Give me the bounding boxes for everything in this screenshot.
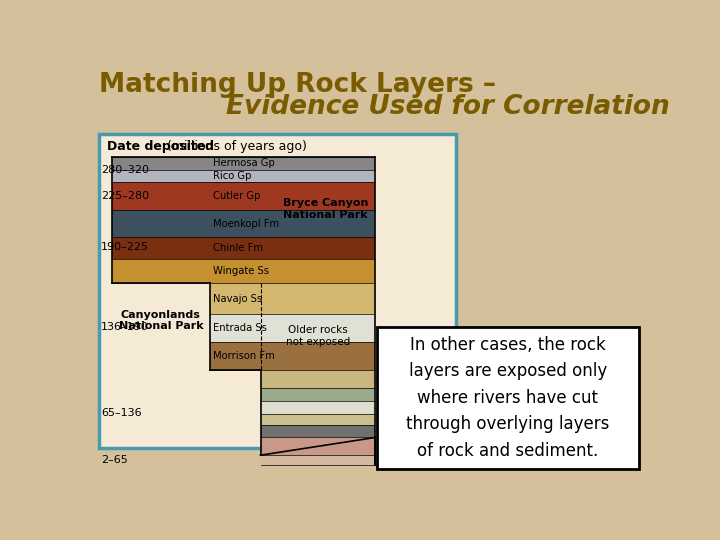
Bar <box>112 237 375 259</box>
Text: 136–190: 136–190 <box>101 322 148 332</box>
Text: (millions of years ago): (millions of years ago) <box>163 140 307 153</box>
Bar <box>112 157 375 170</box>
Bar <box>377 327 639 469</box>
Text: Straight Cliffs Ss: Straight Cliffs Ss <box>380 414 463 424</box>
Text: Date deposited: Date deposited <box>107 140 214 153</box>
Text: Navajo Ss: Navajo Ss <box>380 426 429 436</box>
Text: Rico Gp: Rico Gp <box>213 171 251 181</box>
Bar <box>112 211 375 237</box>
Text: Older rocks
not exposed: Older rocks not exposed <box>286 325 350 347</box>
Text: 225–280: 225–280 <box>101 191 149 201</box>
Bar <box>261 414 375 425</box>
Text: 280–320: 280–320 <box>101 165 149 174</box>
Text: Morrison Fm: Morrison Fm <box>213 351 275 361</box>
Text: Matching Up Rock Layers –: Matching Up Rock Layers – <box>99 72 496 98</box>
Text: 65–136: 65–136 <box>101 408 141 418</box>
Bar <box>261 437 375 455</box>
Text: Canyonlands
National Park: Canyonlands National Park <box>119 309 203 331</box>
Bar <box>261 401 375 414</box>
Bar <box>112 170 375 182</box>
Text: Entrada Ss: Entrada Ss <box>213 323 267 333</box>
Bar <box>261 425 375 437</box>
Bar <box>261 388 375 401</box>
Bar <box>210 284 375 314</box>
Text: Cutler Gp: Cutler Gp <box>213 191 261 201</box>
Text: Bryce Canyon
National Park: Bryce Canyon National Park <box>283 198 369 220</box>
Text: Hermosa Gp: Hermosa Gp <box>213 158 275 168</box>
Text: 190–225: 190–225 <box>101 242 149 252</box>
Bar <box>99 134 456 448</box>
Text: Wingate Ss: Wingate Ss <box>213 266 269 276</box>
Bar <box>261 370 375 388</box>
Text: Dakota Ss: Dakota Ss <box>380 375 430 384</box>
Text: Winsor Fm: Winsor Fm <box>380 390 433 400</box>
Text: Carmel Fm: Carmel Fm <box>380 415 434 425</box>
Text: Entrada Ss: Entrada Ss <box>380 403 433 413</box>
Bar <box>261 455 375 465</box>
Text: Navajo Ss: Navajo Ss <box>213 294 262 304</box>
Bar <box>210 314 375 342</box>
Text: Evidence Used for Correlation: Evidence Used for Correlation <box>225 94 670 120</box>
Bar <box>112 259 375 284</box>
Text: In other cases, the rock
layers are exposed only
where rivers have cut
through o: In other cases, the rock layers are expo… <box>406 336 609 460</box>
Bar <box>112 182 375 211</box>
Text: Kaiparowits Fm: Kaiparowits Fm <box>380 426 456 436</box>
Bar <box>210 342 375 370</box>
Text: Moenkopl Fm: Moenkopl Fm <box>213 219 279 229</box>
Text: 2–65: 2–65 <box>101 455 127 465</box>
Text: Chinle Fm: Chinle Fm <box>213 243 264 253</box>
Text: Wasatch Fm: Wasatch Fm <box>380 441 441 451</box>
